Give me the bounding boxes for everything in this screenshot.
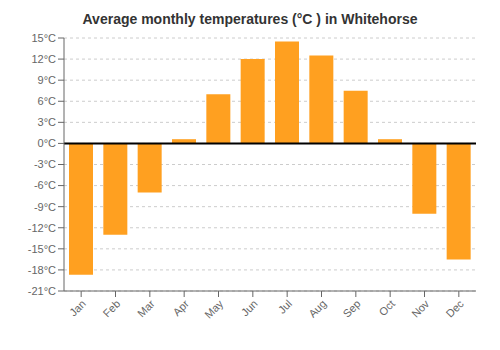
svg-text:Aug: Aug (306, 297, 328, 319)
svg-text:6°C: 6°C (38, 95, 57, 107)
svg-text:Oct: Oct (377, 297, 398, 318)
svg-text:Jan: Jan (67, 297, 88, 318)
svg-text:-9°C: -9°C (34, 201, 56, 213)
svg-text:Dec: Dec (443, 297, 466, 320)
svg-text:Nov: Nov (409, 297, 432, 320)
svg-text:Apr: Apr (171, 297, 192, 318)
svg-text:9°C: 9°C (38, 74, 57, 86)
svg-text:-15°C: -15°C (28, 243, 56, 255)
svg-text:-12°C: -12°C (28, 222, 56, 234)
svg-text:Jun: Jun (239, 297, 260, 318)
svg-text:12°C: 12°C (31, 53, 56, 65)
svg-text:-6°C: -6°C (34, 179, 56, 191)
svg-text:-3°C: -3°C (34, 158, 56, 170)
svg-text:-21°C: -21°C (28, 285, 56, 297)
svg-text:Feb: Feb (101, 297, 123, 319)
svg-text:Sep: Sep (340, 297, 362, 319)
svg-text:0°C: 0°C (38, 137, 57, 149)
svg-text:-18°C: -18°C (28, 264, 56, 276)
html-text:Average monthly temperatures (: Average monthly temperatures (°C ) in Wh… (82, 11, 418, 27)
svg-text:15°C: 15°C (31, 32, 56, 44)
svg-text:May: May (202, 297, 226, 321)
svg-text:Jul: Jul (276, 297, 294, 315)
svg-text:3°C: 3°C (38, 116, 57, 128)
svg-text:Mar: Mar (135, 297, 157, 319)
